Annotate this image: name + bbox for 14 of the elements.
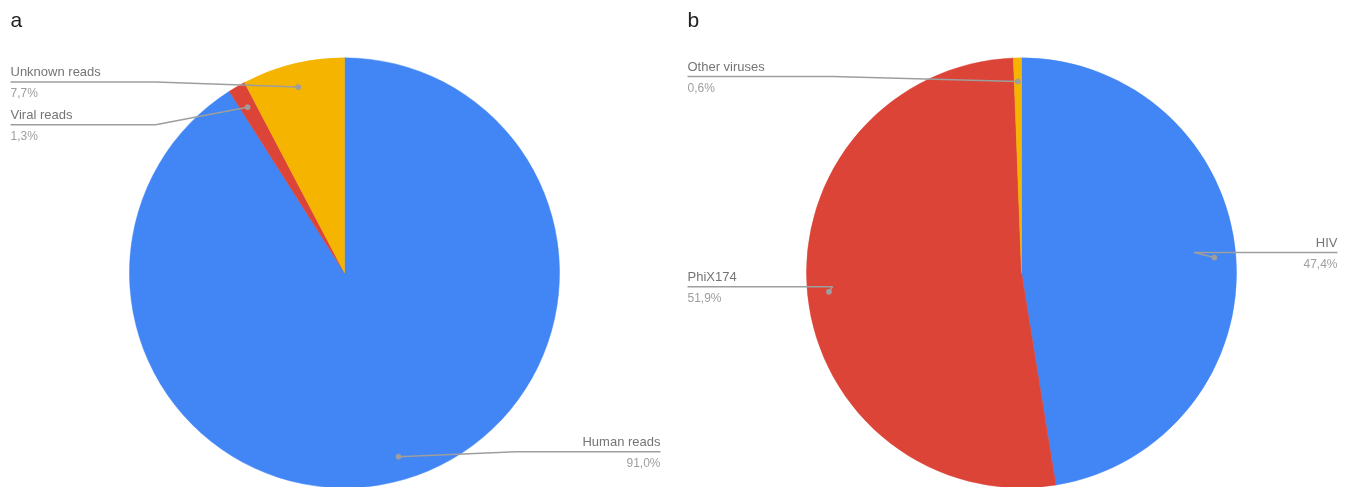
- data-label: 7,7%: [10, 86, 39, 101]
- slice-label: HIV: [1315, 234, 1338, 250]
- chart-title: a: [10, 7, 23, 31]
- data-label: 51,9%: [687, 290, 722, 305]
- slice-label: PhiX174: [687, 268, 737, 284]
- slice-label: Viral reads: [10, 106, 73, 122]
- data-label: 0,6%: [687, 80, 716, 95]
- data-label: 47,4%: [1303, 256, 1338, 271]
- slice-label: Unknown reads: [10, 64, 102, 80]
- slice-label: Human reads: [582, 433, 661, 449]
- data-label: 91,0%: [626, 455, 661, 470]
- data-label: 1,3%: [10, 128, 39, 143]
- slice-label: Other viruses: [687, 58, 766, 74]
- chart-title: b: [687, 7, 700, 31]
